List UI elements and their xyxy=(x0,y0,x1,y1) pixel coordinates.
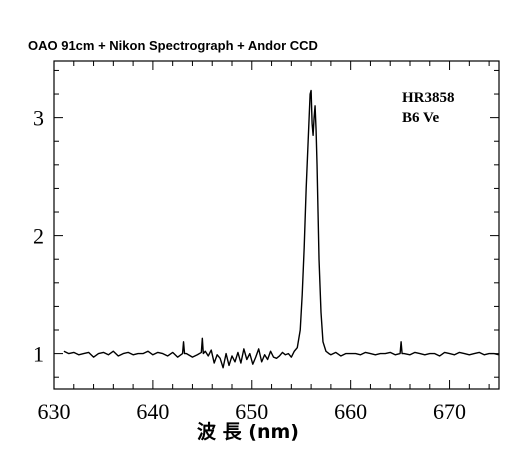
y-tick-label: 1 xyxy=(33,342,44,367)
plot-frame xyxy=(53,60,500,390)
annotation-spectral-type: B6 Ve xyxy=(402,110,439,126)
x-tick-label: 670 xyxy=(433,399,466,424)
y-tick-labels: 1 2 3 xyxy=(33,106,44,367)
y-tick-label: 3 xyxy=(33,106,44,131)
chart-title: OAO 91cm + Nikon Spectrograph + Andor CC… xyxy=(28,38,318,53)
spectrum-series-line xyxy=(63,89,500,369)
y-tick-label: 2 xyxy=(33,224,44,249)
x-tick-label: 660 xyxy=(334,399,367,424)
x-tick-labels: 630 640 650 660 670 xyxy=(38,399,467,424)
annotation-star-name: HR3858 xyxy=(402,90,455,106)
x-tick-label: 640 xyxy=(136,399,169,424)
axis-ticks xyxy=(53,61,499,389)
x-tick-label: 630 xyxy=(38,399,71,424)
x-tick-label: 650 xyxy=(235,399,268,424)
x-axis-label: 波 長 (nm) xyxy=(197,420,299,443)
